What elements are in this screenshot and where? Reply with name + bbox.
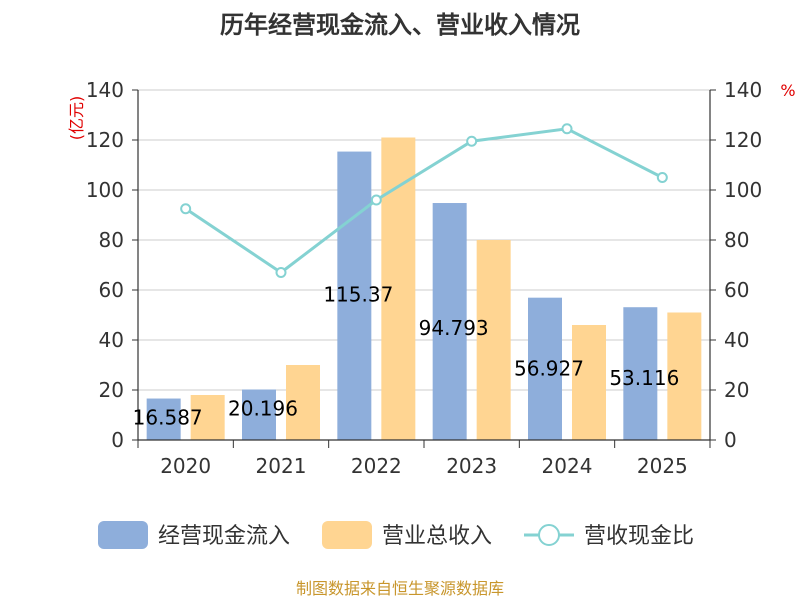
legend-label: 营收现金比 xyxy=(584,524,694,549)
legend-label: 营业总收入 xyxy=(382,524,492,549)
data-label: 94.793 xyxy=(419,316,489,340)
ratio-point xyxy=(656,172,668,183)
bar-revenue xyxy=(572,325,606,440)
right-axis-unit: % xyxy=(780,81,795,100)
legend: 经营现金流入 营业总收入 营收现金比 xyxy=(98,521,694,549)
x-axis-tick-label: 2023 xyxy=(446,454,497,478)
ratio-point xyxy=(466,135,478,147)
bar-cash-inflow xyxy=(432,203,467,440)
axes: 0 20 40 60 80 100 120 140 0 20 40 60 80 100 120 140 2020… xyxy=(86,78,762,478)
right-axis-tick-label: 0 xyxy=(724,428,737,452)
ratio-point xyxy=(370,194,382,206)
bar-cash-inflow xyxy=(146,398,181,440)
x-axis-tick-label: 2021 xyxy=(256,454,307,478)
left-axis-tick-label: 100 xyxy=(86,178,124,202)
left-axis-tick-label: 120 xyxy=(86,128,124,152)
source-note: 制图数据来自恒生聚源数据库 xyxy=(296,579,504,598)
legend-swatch xyxy=(322,521,372,549)
left-axis-tick-label: 40 xyxy=(99,328,124,352)
bars xyxy=(146,137,702,440)
bar-cash-inflow xyxy=(242,389,276,440)
bar-revenue xyxy=(476,240,511,440)
right-axis-tick-label: 100 xyxy=(724,178,762,202)
data-label: 115.37 xyxy=(323,283,393,307)
ratio-line xyxy=(180,123,668,278)
bar-revenue xyxy=(286,365,320,440)
chart-title: 历年经营现金流入、营业收入情况 xyxy=(220,11,580,39)
bar-cash-inflow xyxy=(623,307,658,440)
right-axis-tick-label: 60 xyxy=(724,278,749,302)
left-axis-tick-label: 80 xyxy=(99,228,124,252)
ratio-point xyxy=(561,123,573,135)
legend-swatch xyxy=(98,521,148,549)
legend-label: 经营现金流入 xyxy=(158,524,290,549)
left-axis-unit: (亿元) xyxy=(67,96,86,141)
bar-cash-inflow xyxy=(337,151,372,440)
bar-revenue xyxy=(190,395,225,440)
x-axis-tick-label: 2020 xyxy=(160,454,211,478)
bar-cash-inflow xyxy=(528,297,562,440)
data-label: 53.116 xyxy=(609,366,679,390)
ratio-line-path xyxy=(184,127,664,275)
right-axis-tick-label: 20 xyxy=(724,378,749,402)
x-axis-tick-label: 2024 xyxy=(542,454,593,478)
data-label: 20.196 xyxy=(228,397,298,421)
right-axis-tick-label: 80 xyxy=(724,228,749,252)
legend-marker xyxy=(538,524,560,546)
left-axis-tick-label: 60 xyxy=(99,278,124,302)
left-axis-tick-label: 140 xyxy=(86,78,124,102)
bar-revenue xyxy=(667,312,702,440)
left-axis-tick-label: 0 xyxy=(111,428,124,452)
data-labels: 16.587 20.196 115.37 94.793 56.927 53.116 xyxy=(133,283,680,430)
ratio-point xyxy=(180,203,192,215)
left-axis-tick-label: 20 xyxy=(99,378,124,402)
x-axis-tick-label: 2025 xyxy=(637,454,688,478)
right-axis-tick-label: 140 xyxy=(724,78,762,102)
right-axis-tick-label: 40 xyxy=(724,328,749,352)
data-label: 56.927 xyxy=(514,357,584,381)
right-axis-tick-label: 120 xyxy=(724,128,762,152)
ratio-point xyxy=(275,267,287,278)
data-label: 16.587 xyxy=(133,406,203,430)
x-axis-tick-label: 2022 xyxy=(351,454,402,478)
